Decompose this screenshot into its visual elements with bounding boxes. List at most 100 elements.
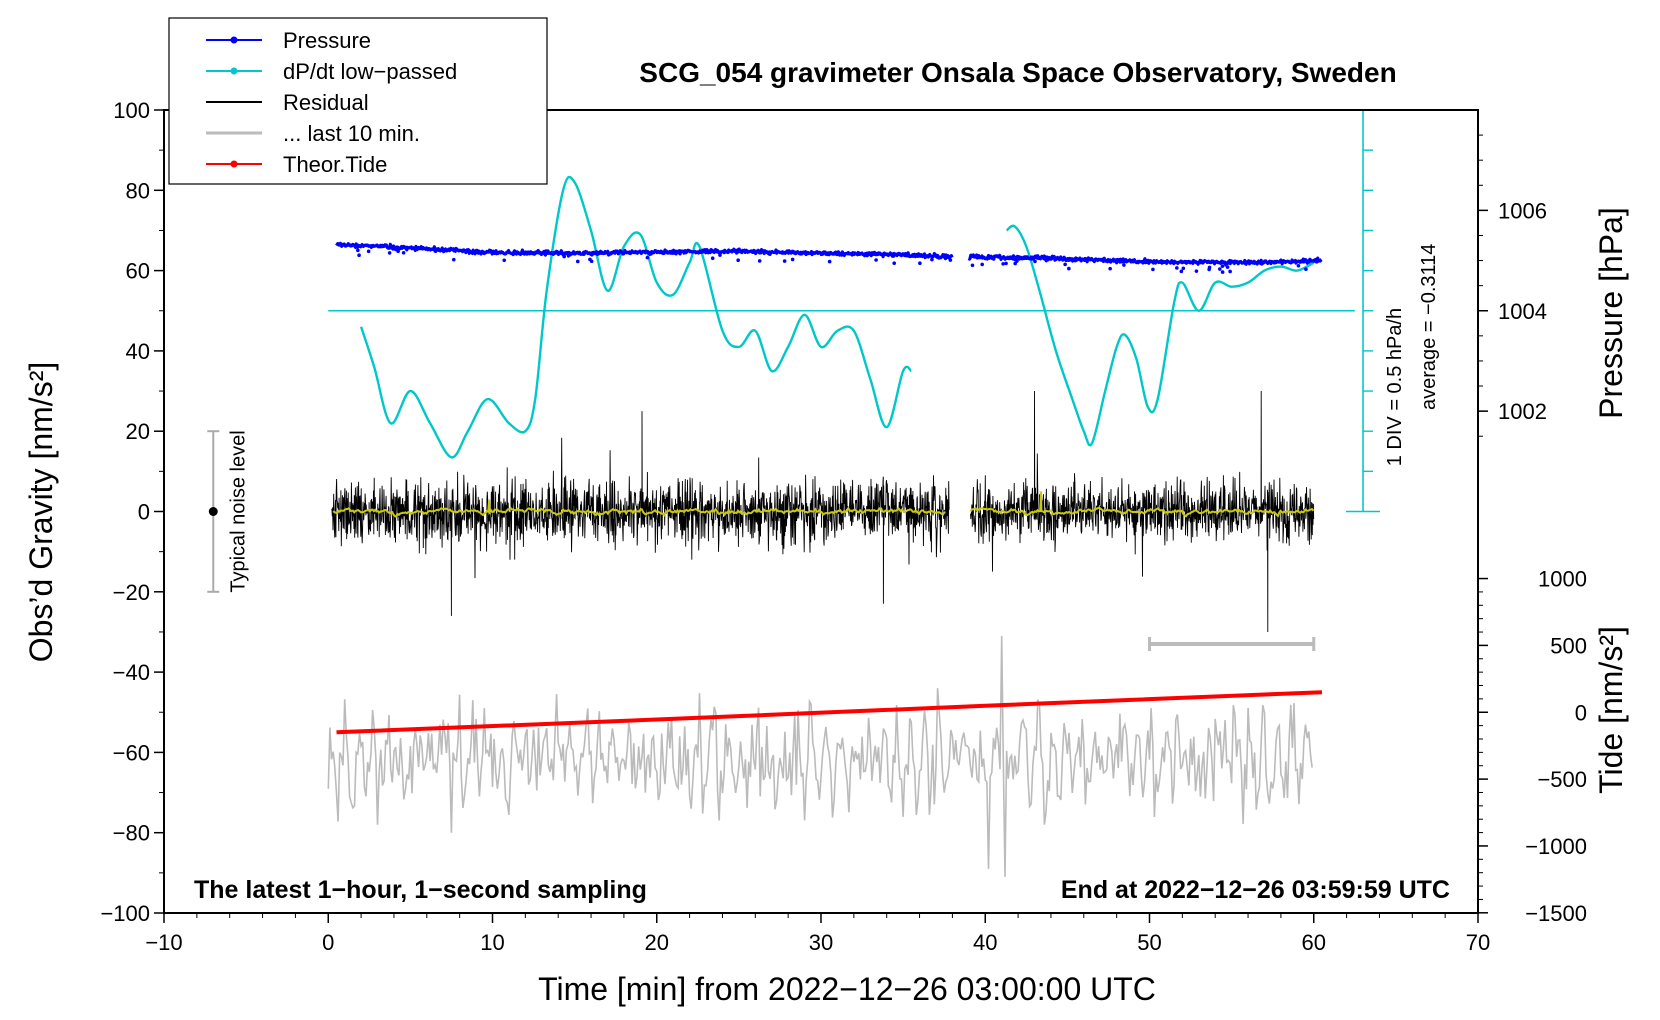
tide-tick-label: 1000: [1538, 567, 1587, 592]
last10-line: [327, 635, 1313, 877]
y-tick-label: 100: [113, 98, 150, 123]
pressure-outlier: [782, 259, 787, 263]
pressure-outlier: [930, 257, 934, 262]
pressure-outlier: [1004, 261, 1008, 266]
legend-label: dP/dt low−passed: [283, 59, 457, 84]
pressure-outlier: [736, 258, 740, 263]
pressure-outlier: [874, 258, 878, 262]
x-tick-label: 50: [1137, 930, 1161, 955]
y-tick-label: −20: [113, 580, 150, 605]
residual-lowpass-series: [332, 491, 1315, 518]
pressure-outlier: [1218, 267, 1222, 271]
last10-series: [327, 635, 1313, 877]
tide-tick-label: −1500: [1525, 901, 1587, 926]
y-axis-title-gravity: Obs’d Gravity [nm/s²]: [23, 362, 59, 663]
pressure-tick-label: 1004: [1498, 299, 1547, 324]
tide-tick-label: 0: [1575, 700, 1587, 725]
tide-tick-label: −500: [1537, 767, 1587, 792]
y-tick-label: 20: [126, 419, 150, 444]
pressure-outlier: [1179, 269, 1184, 274]
pressure-tick-label: 1002: [1498, 399, 1547, 424]
legend-marker: [230, 67, 238, 75]
pressure-outlier: [918, 261, 922, 266]
y-tick-label: −60: [113, 740, 150, 765]
legend-label: ... last 10 min.: [283, 121, 420, 146]
div-scale-label: 1 DIV = 0.5 hPa/h: [1384, 308, 1406, 466]
pressure-outlier: [710, 256, 715, 261]
annotation-sampling: The latest 1−hour, 1−second sampling: [194, 876, 647, 904]
pressure-outlier: [562, 254, 566, 259]
pressure-outlier: [948, 258, 953, 262]
pressure-outlier: [1194, 269, 1199, 273]
x-tick-label: 40: [973, 930, 997, 955]
legend: Pressure dP/dt low−passed Residual ... last…: [168, 17, 548, 185]
residual-lowpass-line: [969, 491, 1315, 518]
pressure-outlier: [1304, 267, 1308, 272]
pressure-outlier: [387, 251, 392, 255]
legend-marker: [230, 36, 238, 44]
residual-lowpass-line: [332, 499, 946, 518]
legend-label: Theor.Tide: [283, 152, 387, 177]
pressure-outlier: [1181, 266, 1186, 271]
pressure-outlier: [1151, 267, 1155, 272]
tide-tick-label: 500: [1550, 633, 1587, 658]
pressure-outlier: [1220, 264, 1225, 268]
pressure-outlier: [502, 258, 507, 263]
x-tick-label: −10: [145, 930, 182, 955]
pressure-outlier: [575, 259, 580, 264]
noise-bar-dot: [208, 507, 218, 516]
pressure-outlier: [645, 255, 650, 260]
pressure-outlier: [892, 261, 897, 265]
tide-line: [336, 690, 1323, 735]
pressure-outlier: [757, 259, 762, 263]
pressure-outlier: [1033, 259, 1037, 264]
tide-series: [336, 690, 1323, 735]
pressure-outlier: [401, 250, 406, 255]
pressure-outlier: [827, 259, 832, 264]
y-tick-label: 60: [126, 259, 150, 284]
pressure-outlier: [1220, 270, 1225, 274]
tide-tick-label: −1000: [1525, 834, 1587, 859]
pressure-outlier: [366, 249, 371, 254]
pressure-outlier: [980, 262, 984, 267]
pressure-outlier: [1063, 262, 1067, 267]
dpdt-line: [359, 175, 912, 459]
pressure-outlier: [718, 253, 722, 257]
pressure-outlier: [1175, 266, 1179, 270]
pressure-outlier: [1001, 262, 1005, 266]
pressure-outlier: [357, 253, 361, 258]
x-tick-label: 30: [809, 930, 833, 955]
pressure-outlier: [1225, 265, 1230, 269]
pressure-outlier: [1067, 266, 1071, 271]
y-axis-title-pressure: Pressure [hPa]: [1593, 207, 1629, 419]
pressure-outlier: [588, 257, 592, 262]
pressure-outlier: [1122, 263, 1126, 267]
y-axis-title-tide: Tide [nm/s²]: [1593, 626, 1629, 794]
noise-label: Typical noise level: [227, 430, 249, 592]
pressure-outlier: [790, 257, 795, 262]
legend-marker: [230, 160, 238, 168]
average-label: average = −0.3114: [1418, 244, 1440, 410]
x-tick-label: 10: [480, 930, 504, 955]
pressure-outlier: [970, 263, 975, 268]
pressure-series: [335, 241, 1323, 274]
y-tick-label: −80: [113, 821, 150, 846]
pressure-outlier: [1296, 263, 1301, 268]
pressure-outlier: [396, 249, 400, 254]
legend-label: Pressure: [283, 28, 371, 53]
chart-title: SCG_054 gravimeter Onsala Space Observat…: [639, 57, 1396, 88]
pressure-outlier: [356, 248, 360, 253]
legend-label: Residual: [283, 90, 369, 115]
x-tick-label: 20: [645, 930, 669, 955]
pressure-outlier: [451, 257, 456, 262]
pressure-tick-label: 1006: [1498, 198, 1547, 223]
y-tick-label: −100: [100, 901, 150, 926]
pressure-line: [967, 253, 1323, 267]
pressure-outlier: [1228, 269, 1232, 274]
residual-series: [331, 390, 1315, 633]
residual-line: [331, 411, 950, 616]
pressure-outlier: [1108, 266, 1112, 271]
dpdt-line: [1005, 224, 1315, 447]
x-tick-label: 0: [322, 930, 334, 955]
